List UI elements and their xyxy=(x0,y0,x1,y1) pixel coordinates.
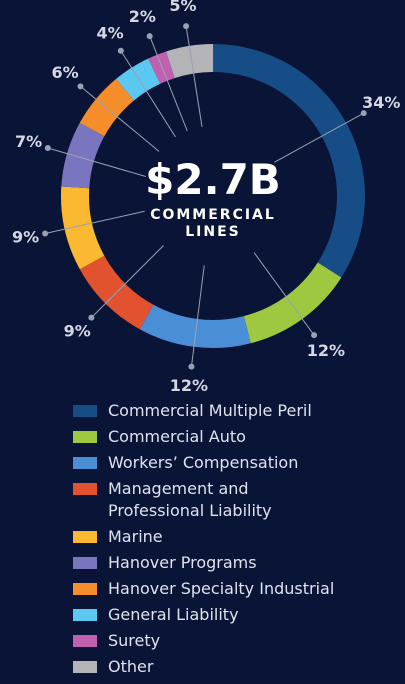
donut-segment xyxy=(116,58,161,101)
leader-dot xyxy=(360,110,367,117)
donut-segment xyxy=(243,262,342,344)
legend-item: Marine xyxy=(73,526,393,548)
legend-item: Commercial Multiple Peril xyxy=(73,400,393,422)
legend-label: Commercial Auto xyxy=(108,427,246,446)
legend-swatch xyxy=(73,635,97,647)
percent-label: 2% xyxy=(129,7,156,26)
legend-label: Workers’ Compensation xyxy=(108,453,299,472)
percent-label: 34% xyxy=(362,93,400,112)
legend-swatch xyxy=(73,583,97,595)
leader-dot xyxy=(88,314,95,321)
legend-item: Hanover Programs xyxy=(73,552,393,574)
legend-item: Surety xyxy=(73,630,393,652)
percent-label: 12% xyxy=(170,376,208,395)
leader-line xyxy=(80,85,160,152)
legend-label: Management and Professional Liability xyxy=(108,479,272,520)
legend-item: Commercial Auto xyxy=(73,426,393,448)
legend-item: Other xyxy=(73,656,393,678)
legend-swatch xyxy=(73,457,97,469)
leader-dot xyxy=(42,230,49,237)
leader-dot xyxy=(146,33,153,40)
leader-line xyxy=(91,245,164,318)
legend-item: General Liability xyxy=(73,604,393,626)
legend-item: Management and Professional Liability xyxy=(73,478,393,522)
percent-label: 7% xyxy=(15,132,42,151)
leader-dot xyxy=(77,83,84,90)
leader-dot xyxy=(117,47,124,54)
leader-line xyxy=(120,50,176,138)
legend-item: Hanover Specialty Industrial xyxy=(73,578,393,600)
legend-item: Workers’ Compensation xyxy=(73,452,393,474)
donut-segment xyxy=(166,44,213,79)
leader-line xyxy=(45,210,145,235)
center-label: $2.7B xyxy=(145,155,281,204)
legend-label: Surety xyxy=(108,631,161,650)
leader-line xyxy=(47,147,146,177)
leader-line xyxy=(253,252,315,336)
percent-label: 5% xyxy=(169,0,196,15)
percent-label: 12% xyxy=(307,341,345,360)
percent-label: 6% xyxy=(51,63,78,82)
legend-label: Commercial Multiple Peril xyxy=(108,401,312,420)
legend-swatch xyxy=(73,405,97,417)
leader-dot xyxy=(188,363,195,370)
leader-line xyxy=(190,265,205,367)
legend-swatch xyxy=(73,431,97,443)
legend-label: Hanover Programs xyxy=(108,553,257,572)
legend-swatch xyxy=(73,661,97,673)
legend-label: General Liability xyxy=(108,605,239,624)
donut-segment xyxy=(61,186,105,270)
leader-line xyxy=(274,112,364,163)
leader-dot xyxy=(44,145,51,152)
legend-label: Other xyxy=(108,657,154,676)
center-sublabel: COMMERCIAL LINES xyxy=(150,207,276,240)
donut-segment xyxy=(148,51,175,84)
legend-swatch xyxy=(73,483,97,495)
percent-label: 9% xyxy=(64,321,91,340)
leader-dot xyxy=(311,332,318,339)
leader-line xyxy=(149,35,188,132)
legend-label: Hanover Specialty Industrial xyxy=(108,579,335,598)
percent-label: 4% xyxy=(97,23,124,42)
chart: 34% 12% 12% 9% 9% 7% 6% 4% 2% 5% xyxy=(12,0,400,395)
legend-swatch xyxy=(73,609,97,621)
donut-segment xyxy=(139,304,251,348)
legend-swatch xyxy=(73,531,97,543)
legend-swatch xyxy=(73,557,97,569)
donut-segment xyxy=(213,44,365,278)
legend-label: Marine xyxy=(108,527,163,546)
leader-dot xyxy=(183,23,190,30)
percent-label: 9% xyxy=(12,227,39,246)
donut-segment xyxy=(61,122,105,189)
leader-line xyxy=(185,26,203,127)
legend: Commercial Multiple Peril Commercial Auto… xyxy=(73,400,393,682)
